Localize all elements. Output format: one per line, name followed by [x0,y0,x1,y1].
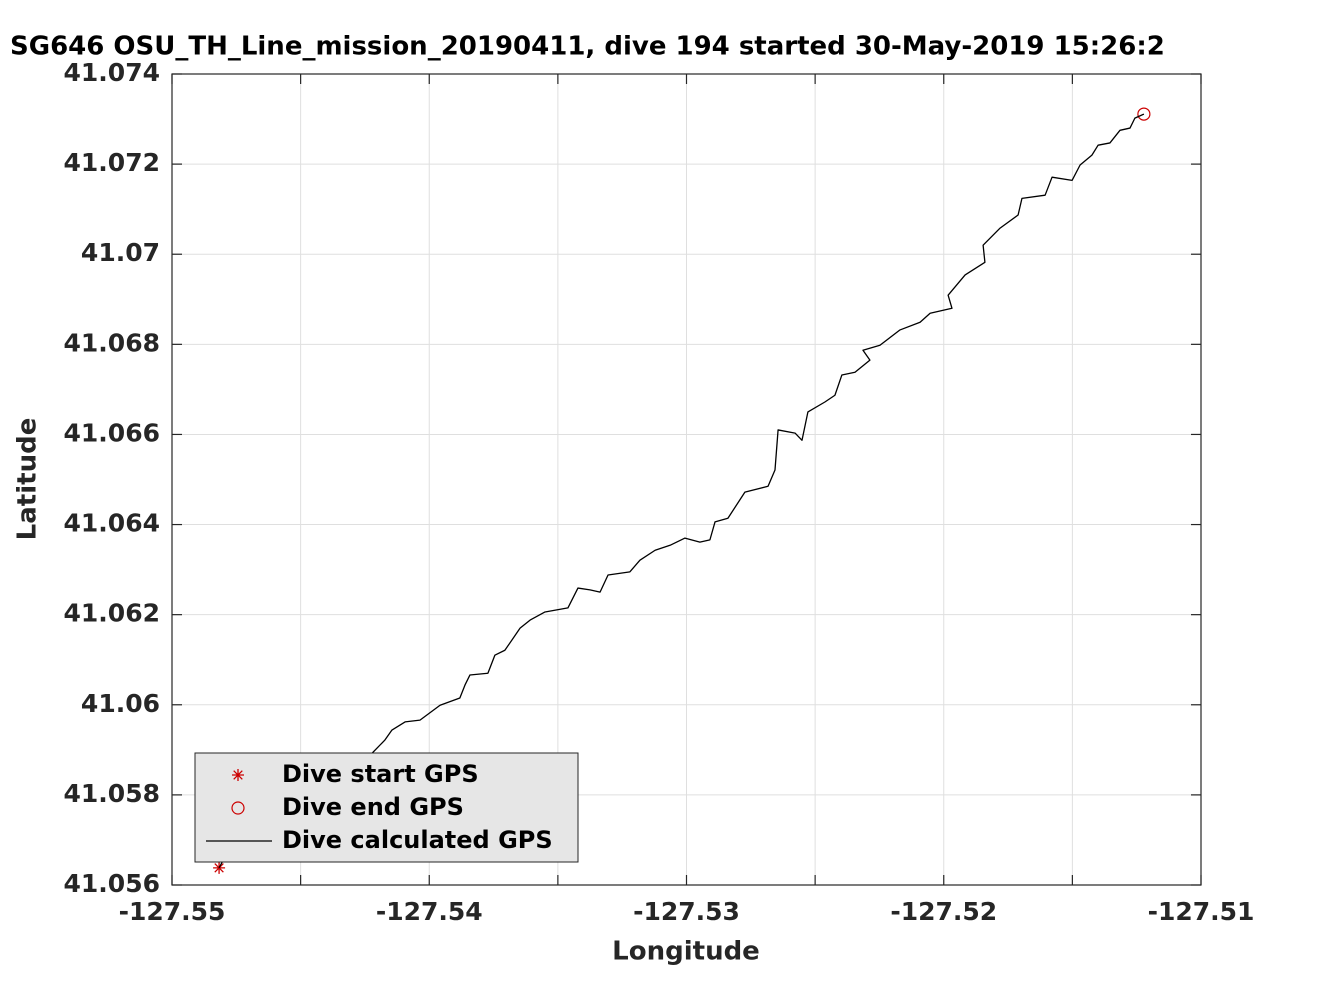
y-tick-label: 41.064 [64,509,160,538]
y-tick-label: 41.07 [81,238,160,267]
y-tick-label: 41.068 [64,328,160,357]
legend-box [194,752,579,863]
y-tick-label: 41.058 [64,779,160,808]
x-tick-label: -127.55 [119,897,226,926]
x-tick-label: -127.53 [633,897,740,926]
x-tick-label: -127.54 [376,897,483,926]
legend: Dive start GPS Dive end GPS Dive calculate… [194,752,579,863]
circle-marker [1137,107,1151,121]
x-tick-label: -127.52 [890,897,997,926]
y-axis-label: Latitude [13,418,43,541]
x-axis-label: Longitude [612,937,760,967]
y-tick-label: 41.062 [64,599,160,628]
y-tick-label: 41.066 [64,418,160,447]
x-tick-label: -127.51 [1148,897,1255,926]
legend-label: Dive end GPS [282,793,464,821]
circle-marker [231,801,245,815]
legend-label: Dive calculated GPS [282,826,553,854]
y-tick-label: 41.072 [64,148,160,177]
data [213,107,1151,874]
y-tick-label: 41.074 [64,58,160,87]
star-marker [232,769,244,781]
legend-label: Dive start GPS [282,760,479,788]
y-tick-label: 41.056 [64,869,160,898]
track-line [218,113,1145,869]
star-marker [213,861,226,874]
y-tick-label: 41.06 [81,689,160,718]
chart-title: SG646 OSU_TH_Line_mission_20190411, dive… [10,32,1165,62]
